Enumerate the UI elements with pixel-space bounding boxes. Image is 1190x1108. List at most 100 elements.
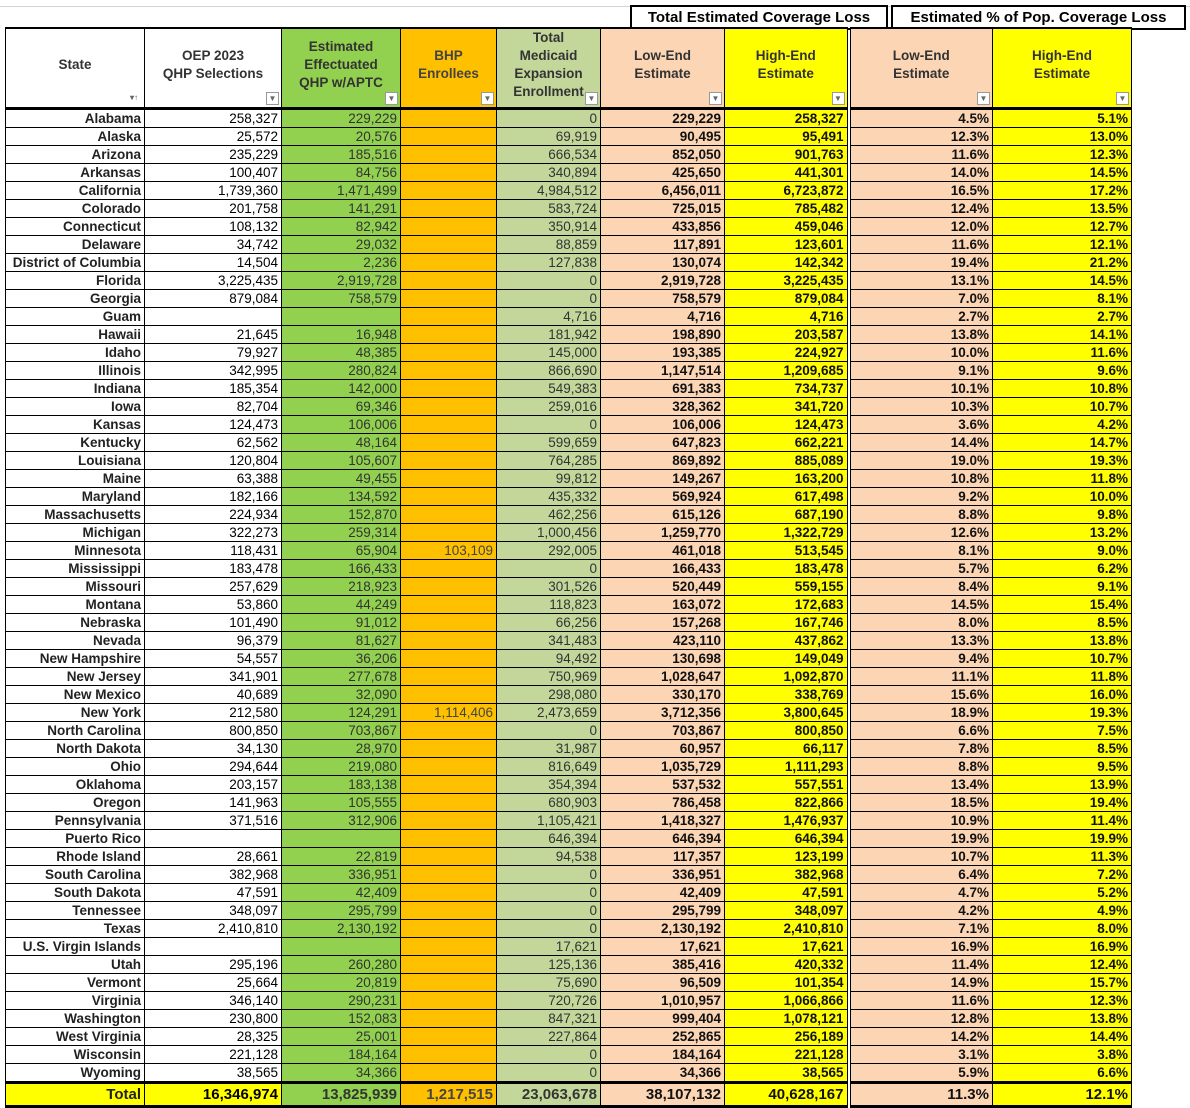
cell-bhp-enrollees[interactable] (400, 199, 497, 218)
cell-bhp-enrollees[interactable] (400, 469, 497, 488)
filter-dropdown-icon[interactable]: ▼ (709, 92, 722, 105)
cell-high-end-pct-loss[interactable]: 19.3% (992, 703, 1132, 722)
cell-low-end-coverage-loss[interactable]: 385,416 (600, 955, 725, 974)
cell-estimated-effectuated-qhp-aptc[interactable]: 124,291 (281, 703, 401, 722)
cell-oep-2023-qhp-selections[interactable] (144, 307, 282, 326)
cell-low-end-coverage-loss[interactable]: 1,028,647 (600, 667, 725, 686)
cell-estimated-effectuated-qhp-aptc[interactable]: 2,919,728 (281, 271, 401, 290)
cell-medicaid-expansion-enrollment[interactable]: 866,690 (496, 361, 601, 380)
cell-oep-2023-qhp-selections[interactable]: 346,140 (144, 991, 282, 1010)
cell-bhp-enrollees[interactable] (400, 361, 497, 380)
cell-high-end-coverage-loss[interactable]: 1,209,685 (724, 361, 849, 380)
cell-oep-2023-qhp-selections[interactable]: 82,704 (144, 397, 282, 416)
cell-state[interactable]: Kentucky (5, 433, 145, 452)
cell-low-end-coverage-loss[interactable]: 4,716 (600, 307, 725, 326)
cell-low-end-coverage-loss[interactable]: 184,164 (600, 1045, 725, 1064)
cell-low-end-coverage-loss[interactable]: 130,074 (600, 253, 725, 272)
cell-low-end-coverage-loss[interactable]: 90,495 (600, 127, 725, 146)
cell-high-end-coverage-loss[interactable]: 123,601 (724, 235, 849, 254)
cell-low-end-coverage-loss[interactable]: 569,924 (600, 487, 725, 506)
cell-bhp-enrollees[interactable] (400, 235, 497, 254)
cell-low-end-pct-loss[interactable]: 6.4% (846, 865, 993, 884)
cell-high-end-pct-loss[interactable]: 14.7% (992, 433, 1132, 452)
cell-medicaid-expansion-enrollment[interactable]: 99,812 (496, 469, 601, 488)
cell-bhp-enrollees[interactable] (400, 829, 497, 848)
cell-estimated-effectuated-qhp-aptc[interactable]: 295,799 (281, 901, 401, 920)
cell-low-end-pct-loss[interactable]: 19.4% (846, 253, 993, 272)
cell-low-end-coverage-loss[interactable]: 647,823 (600, 433, 725, 452)
cell-medicaid-expansion-enrollment[interactable]: 350,914 (496, 217, 601, 236)
cell-low-end-pct-loss[interactable]: 10.8% (846, 469, 993, 488)
cell-high-end-coverage-loss[interactable]: 420,332 (724, 955, 849, 974)
cell-high-end-pct-loss[interactable]: 10.8% (992, 379, 1132, 398)
cell-bhp-enrollees[interactable] (400, 973, 497, 992)
cell-high-end-pct-loss[interactable]: 13.0% (992, 127, 1132, 146)
cell-oep-2023-qhp-selections[interactable]: 258,327 (144, 108, 282, 128)
cell-high-end-pct-loss[interactable]: 11.8% (992, 667, 1132, 686)
cell-high-end-coverage-loss[interactable]: 17,621 (724, 937, 849, 956)
cell-medicaid-expansion-enrollment[interactable]: 0 (496, 559, 601, 578)
cell-low-end-coverage-loss[interactable]: 60,957 (600, 739, 725, 758)
cell-high-end-coverage-loss[interactable]: 617,498 (724, 487, 849, 506)
cell-medicaid-expansion-enrollment[interactable]: 301,526 (496, 577, 601, 596)
cell-oep-2023-qhp-selections[interactable]: 124,473 (144, 415, 282, 434)
cell-high-end-coverage-loss[interactable]: 785,482 (724, 199, 849, 218)
cell-high-end-pct-loss[interactable]: 3.8% (992, 1045, 1132, 1064)
cell-low-end-pct-loss[interactable]: 5.9% (846, 1063, 993, 1083)
cell-oep-2023-qhp-selections[interactable]: 40,689 (144, 685, 282, 704)
cell-oep-2023-qhp-selections[interactable]: 3,225,435 (144, 271, 282, 290)
cell-low-end-pct-loss[interactable]: 11.1% (846, 667, 993, 686)
cell-estimated-effectuated-qhp-aptc[interactable]: 106,006 (281, 415, 401, 434)
cell-oep-2023-qhp-selections[interactable]: 79,927 (144, 343, 282, 362)
cell-low-end-pct-loss[interactable]: 14.2% (846, 1027, 993, 1046)
cell-high-end-coverage-loss[interactable]: 66,117 (724, 739, 849, 758)
cell-low-end-pct-loss[interactable]: 8.8% (846, 505, 993, 524)
cell-oep-2023-qhp-selections[interactable]: 47,591 (144, 883, 282, 902)
cell-low-end-coverage-loss[interactable]: 42,409 (600, 883, 725, 902)
cell-oep-2023-qhp-selections[interactable]: 382,968 (144, 865, 282, 884)
cell-medicaid-expansion-enrollment[interactable]: 0 (496, 108, 601, 128)
cell-high-end-pct-loss[interactable]: 13.8% (992, 1009, 1132, 1028)
cell-low-end-coverage-loss[interactable]: 252,865 (600, 1027, 725, 1046)
cell-low-end-pct-loss[interactable]: 8.8% (846, 757, 993, 776)
cell-medicaid-expansion-enrollment[interactable]: 69,919 (496, 127, 601, 146)
cell-state[interactable]: Vermont (5, 973, 145, 992)
cell-low-end-coverage-loss[interactable]: 295,799 (600, 901, 725, 920)
cell-high-end-pct-loss[interactable]: 12.7% (992, 217, 1132, 236)
cell-state[interactable]: Indiana (5, 379, 145, 398)
cell-high-end-pct-loss[interactable]: 14.5% (992, 163, 1132, 182)
cell-low-end-pct-loss[interactable]: 14.4% (846, 433, 993, 452)
cell-estimated-effectuated-qhp-aptc[interactable]: 34,366 (281, 1063, 401, 1083)
cell-oep-2023-qhp-selections[interactable]: 100,407 (144, 163, 282, 182)
cell-low-end-pct-loss[interactable]: 18.5% (846, 793, 993, 812)
cell-state[interactable]: Utah (5, 955, 145, 974)
cell-medicaid-expansion-enrollment[interactable]: 646,394 (496, 829, 601, 848)
cell-bhp-enrollees[interactable] (400, 505, 497, 524)
cell-low-end-pct-loss[interactable]: 12.3% (846, 127, 993, 146)
filter-dropdown-icon[interactable]: ▼ (585, 92, 598, 105)
cell-bhp-enrollees[interactable] (400, 595, 497, 614)
cell-oep-2023-qhp-selections[interactable]: 28,325 (144, 1027, 282, 1046)
cell-low-end-coverage-loss[interactable]: 999,404 (600, 1009, 725, 1028)
cell-state[interactable]: Illinois (5, 361, 145, 380)
cell-oep-2023-qhp-selections[interactable]: 28,661 (144, 847, 282, 866)
cell-low-end-pct-loss[interactable]: 10.7% (846, 847, 993, 866)
cell-bhp-enrollees[interactable] (400, 847, 497, 866)
cell-high-end-coverage-loss[interactable]: 1,322,729 (724, 523, 849, 542)
cell-medicaid-expansion-enrollment[interactable]: 1,000,456 (496, 523, 601, 542)
cell-state[interactable]: New Jersey (5, 667, 145, 686)
cell-medicaid-expansion-enrollment[interactable]: 181,942 (496, 325, 601, 344)
cell-oep-2023-qhp-selections[interactable]: 21,645 (144, 325, 282, 344)
cell-high-end-coverage-loss[interactable]: 38,565 (724, 1063, 849, 1083)
cell-bhp-enrollees[interactable] (400, 163, 497, 182)
cell-estimated-effectuated-qhp-aptc[interactable]: 36,206 (281, 649, 401, 668)
cell-high-end-coverage-loss[interactable]: 901,763 (724, 145, 849, 164)
cell-low-end-pct-loss[interactable]: 13.1% (846, 271, 993, 290)
cell-bhp-enrollees[interactable] (400, 289, 497, 308)
cell-oep-2023-qhp-selections[interactable]: 341,901 (144, 667, 282, 686)
cell-estimated-effectuated-qhp-aptc[interactable]: 28,970 (281, 739, 401, 758)
cell-bhp-enrollees[interactable] (400, 415, 497, 434)
cell-high-end-coverage-loss[interactable]: 662,221 (724, 433, 849, 452)
cell-estimated-effectuated-qhp-aptc[interactable]: 105,555 (281, 793, 401, 812)
cell-high-end-coverage-loss[interactable]: 646,394 (724, 829, 849, 848)
